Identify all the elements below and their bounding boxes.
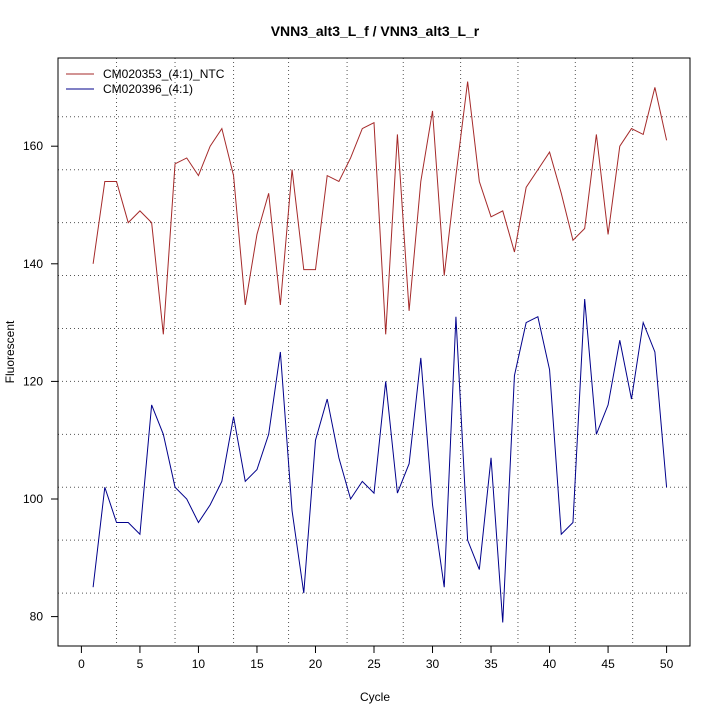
y-tick-label-80: 80 — [30, 610, 44, 624]
chart-svg: VNN3_alt3_L_f / VNN3_alt3_L_r 0 5 10 15 20 25… — [0, 0, 720, 720]
y-tick-label-160: 160 — [23, 139, 43, 153]
x-tick-label-15: 15 — [250, 657, 264, 671]
y-tick-label-120: 120 — [23, 374, 43, 388]
chart: VNN3_alt3_L_f / VNN3_alt3_L_r 0 5 10 15 20 25… — [0, 0, 720, 720]
chart-background — [0, 0, 720, 720]
legend-label-0: CM020353_(4:1)_NTC — [103, 67, 225, 81]
x-tick-label-5: 5 — [137, 657, 144, 671]
x-axis-label: Cycle — [360, 690, 390, 704]
y-axis-label: Fluorescent — [3, 320, 17, 383]
x-tick-label-40: 40 — [543, 657, 557, 671]
x-tick-label-50: 50 — [660, 657, 674, 671]
x-tick-label-25: 25 — [367, 657, 381, 671]
x-tick-label-35: 35 — [484, 657, 498, 671]
x-tick-label-10: 10 — [192, 657, 206, 671]
x-tick-label-0: 0 — [78, 657, 85, 671]
chart-title: VNN3_alt3_L_f / VNN3_alt3_L_r — [271, 23, 480, 39]
x-tick-label-45: 45 — [601, 657, 615, 671]
x-tick-label-30: 30 — [426, 657, 440, 671]
legend-label-1: CM020396_(4:1) — [103, 82, 193, 96]
x-tick-label-20: 20 — [309, 657, 323, 671]
y-tick-label-140: 140 — [23, 257, 43, 271]
y-tick-label-100: 100 — [23, 492, 43, 506]
